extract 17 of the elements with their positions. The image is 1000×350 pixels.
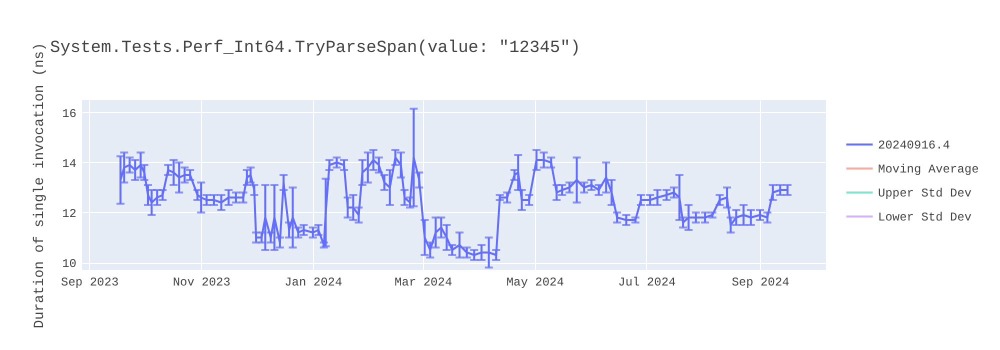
x-tick-label: Jan 2024 — [284, 276, 342, 290]
x-tick-label: Mar 2024 — [394, 276, 452, 290]
y-tick-label: 12 — [62, 207, 76, 221]
legend-label: 20240916.4 — [878, 138, 950, 152]
x-tick-label: Sep 2024 — [732, 276, 790, 290]
y-tick-label: 10 — [62, 257, 76, 271]
y-axis-title: Duration of single invocation (ns) — [32, 42, 48, 328]
y-tick-label: 16 — [62, 107, 76, 121]
legend-label: Upper Std Dev — [878, 186, 972, 200]
x-tick-label: Jul 2024 — [618, 276, 676, 290]
legend-label: Moving Average — [878, 162, 979, 176]
legend-label: Lower Std Dev — [878, 210, 972, 224]
x-tick-label: Nov 2023 — [172, 276, 230, 290]
x-tick-label: Sep 2023 — [61, 276, 119, 290]
x-tick-label: May 2024 — [506, 276, 564, 290]
chart-title: System.Tests.Perf_Int64.TryParseSpan(value: "12345") — [50, 39, 580, 58]
y-tick-label: 14 — [62, 157, 76, 171]
